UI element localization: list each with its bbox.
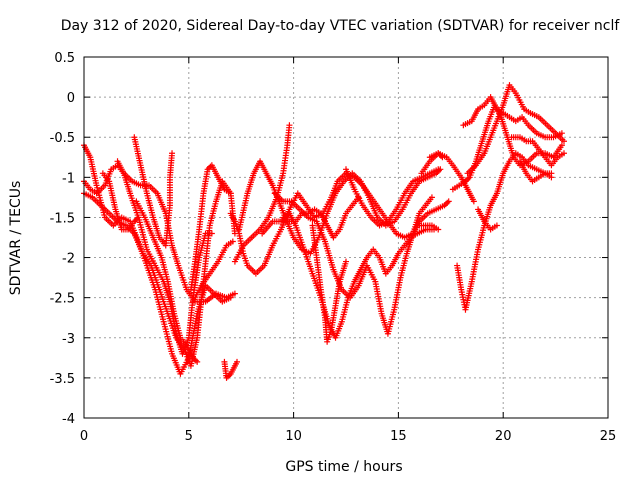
- data-point: [227, 190, 234, 197]
- data-point: [560, 150, 567, 157]
- data-point: [204, 166, 211, 173]
- data-point: [493, 222, 500, 229]
- y-tick-label: -1.5: [50, 211, 75, 226]
- y-axis-label: SDTVAR / TECUs: [8, 181, 24, 296]
- y-tick-label: -2.5: [50, 292, 75, 307]
- chart-title: Day 312 of 2020, Sidereal Day-to-day VTE…: [61, 18, 621, 34]
- data-point: [548, 170, 555, 177]
- x-tick-label: 0: [80, 429, 88, 444]
- data-point: [435, 226, 442, 233]
- data-point: [286, 122, 293, 129]
- x-axis-label: GPS time / hours: [285, 459, 402, 475]
- data-point: [234, 358, 241, 365]
- data-point: [442, 201, 449, 208]
- data-point: [131, 218, 138, 225]
- data-points: [81, 82, 567, 381]
- data-point: [441, 202, 448, 209]
- data-point: [226, 372, 233, 379]
- data-point: [206, 164, 213, 171]
- grid-lines: [84, 57, 608, 418]
- data-point: [224, 373, 231, 380]
- data-point: [558, 142, 565, 149]
- data-point: [192, 357, 199, 364]
- data-point: [343, 258, 349, 265]
- data-point: [435, 166, 442, 173]
- data-point: [445, 198, 452, 205]
- x-tick-label: 20: [495, 429, 512, 444]
- x-tick-label: 10: [285, 429, 302, 444]
- y-tick-label: -2: [62, 252, 75, 267]
- data-point: [444, 199, 451, 206]
- data-point: [560, 138, 567, 145]
- x-tick-label: 25: [600, 429, 617, 444]
- y-tick-label: -3.5: [50, 372, 75, 387]
- data-point: [134, 215, 141, 222]
- data-point: [355, 194, 362, 201]
- axis-ticks: 0 5 10 15 20 25 0.5 0 -0.5 -1 -1.5 -2 -2.5 -3 -3.5 -4: [50, 51, 617, 444]
- data-point: [428, 194, 435, 201]
- y-tick-label: -1: [62, 171, 75, 186]
- data-point: [558, 130, 565, 137]
- data-point: [470, 198, 477, 205]
- data-point: [463, 177, 470, 184]
- data-point: [194, 358, 201, 365]
- data-point: [465, 175, 472, 182]
- data-point: [189, 354, 196, 361]
- y-tick-label: -0.5: [50, 131, 75, 146]
- data-point: [135, 214, 142, 221]
- data-point: [231, 290, 238, 297]
- x-tick-label: 15: [390, 429, 407, 444]
- y-tick-label: 0: [67, 91, 75, 106]
- plot-frame: [83, 56, 609, 419]
- x-tick-label: 5: [185, 429, 193, 444]
- data-point: [132, 217, 139, 224]
- y-tick-label: -4: [62, 412, 75, 427]
- y-tick-label: -3: [62, 332, 75, 347]
- data-point: [223, 374, 230, 381]
- y-tick-label: 0.5: [54, 51, 75, 66]
- data-point: [229, 238, 236, 245]
- data-point: [169, 150, 176, 157]
- data-point: [191, 356, 198, 363]
